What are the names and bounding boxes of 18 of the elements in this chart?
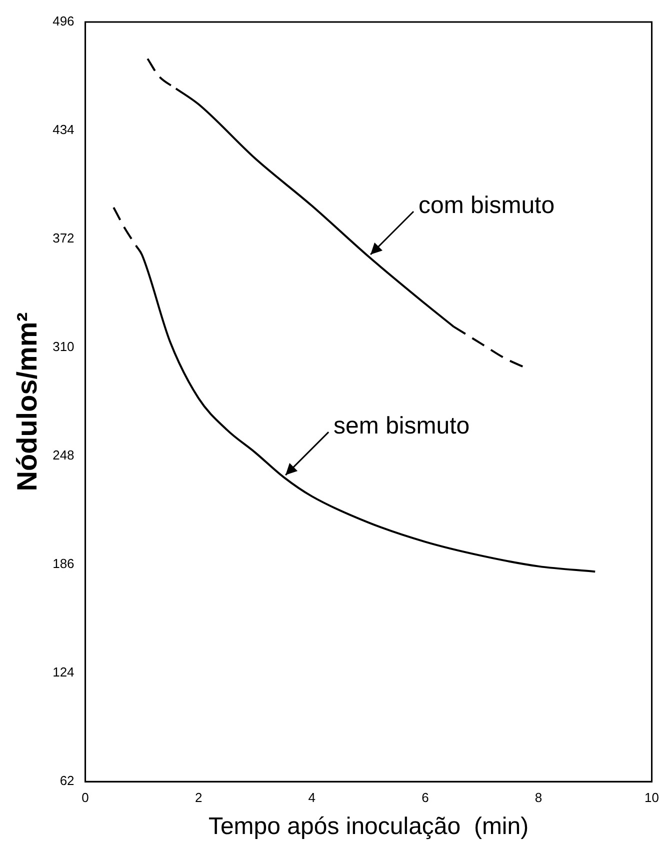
- x-tick-label: 6: [422, 790, 429, 805]
- annotation: com bismuto: [418, 192, 555, 220]
- y-tick-label: 248: [52, 448, 74, 463]
- annotation: sem bismuto: [334, 412, 470, 440]
- y-axis-title: Nódulos/mm²: [12, 312, 43, 492]
- x-tick-label: 4: [308, 790, 316, 805]
- y-tick-label: 186: [52, 556, 74, 572]
- x-tick-label: 10: [644, 790, 660, 805]
- x-tick-label: 8: [534, 790, 542, 805]
- y-tick-label: 62: [60, 773, 74, 788]
- x-tick-label: 2: [194, 790, 202, 805]
- x-axis-title: Tempo após inoculação (min): [208, 813, 529, 840]
- y-tick-label: 124: [52, 664, 74, 680]
- x-tick-label: 0: [82, 790, 89, 805]
- y-tick-label: 434: [52, 122, 74, 138]
- y-tick-label: 496: [52, 14, 74, 29]
- y-tick-label: 310: [52, 339, 74, 354]
- y-tick-label: 372: [52, 230, 74, 246]
